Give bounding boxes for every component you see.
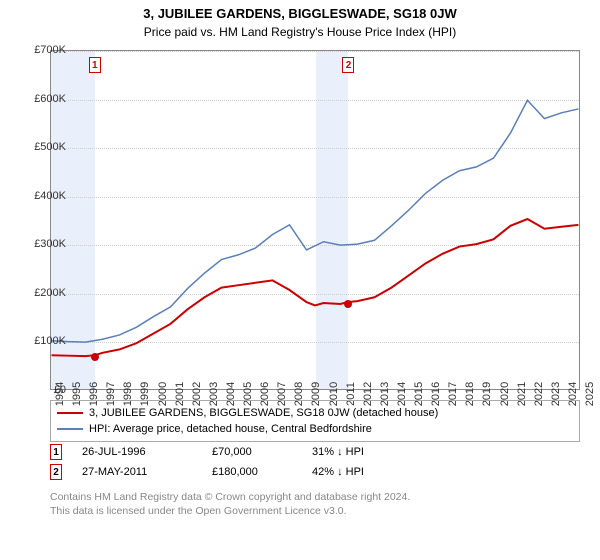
- legend-label: HPI: Average price, detached house, Cent…: [89, 423, 372, 435]
- plot-lines: [51, 51, 579, 389]
- marker-box: 2: [342, 57, 354, 73]
- xtick-label: 2025: [584, 382, 596, 406]
- ytick-label: £200K: [34, 287, 66, 299]
- footer-line-2: This data is licensed under the Open Gov…: [50, 504, 580, 518]
- footer-line-1: Contains HM Land Registry data © Crown c…: [50, 490, 580, 504]
- legend: 3, JUBILEE GARDENS, BIGGLESWADE, SG18 0J…: [50, 400, 580, 442]
- transaction-pct: 31% ↓ HPI: [312, 446, 432, 458]
- marker-dot: [91, 353, 99, 361]
- transaction-price: £180,000: [212, 466, 312, 478]
- transaction-row: 2 27-MAY-2011£180,00042% ↓ HPI: [50, 462, 580, 482]
- legend-item: HPI: Average price, detached house, Cent…: [57, 421, 573, 437]
- legend-label: 3, JUBILEE GARDENS, BIGGLESWADE, SG18 0J…: [89, 407, 438, 419]
- legend-item: 3, JUBILEE GARDENS, BIGGLESWADE, SG18 0J…: [57, 405, 573, 421]
- transaction-date: 26-JUL-1996: [82, 446, 212, 458]
- price-chart: 12: [50, 50, 580, 390]
- transaction-marker: 2: [50, 464, 62, 480]
- marker-box: 1: [89, 57, 101, 73]
- ytick-label: £600K: [34, 93, 66, 105]
- page-title: 3, JUBILEE GARDENS, BIGGLESWADE, SG18 0J…: [0, 0, 600, 21]
- ytick-label: £400K: [34, 190, 66, 202]
- transactions-table: 1 26-JUL-1996£70,00031% ↓ HPI 2 27-MAY-2011…: [50, 442, 580, 482]
- marker-dot: [344, 300, 352, 308]
- transaction-date: 27-MAY-2011: [82, 466, 212, 478]
- ytick-label: £700K: [34, 44, 66, 56]
- transaction-pct: 42% ↓ HPI: [312, 466, 432, 478]
- transaction-marker: 1: [50, 444, 62, 460]
- series-property: [52, 219, 579, 356]
- footer-attribution: Contains HM Land Registry data © Crown c…: [50, 490, 580, 518]
- ytick-label: £500K: [34, 141, 66, 153]
- page-subtitle: Price paid vs. HM Land Registry's House …: [0, 21, 600, 39]
- legend-swatch: [57, 428, 83, 430]
- ytick-label: £100K: [34, 335, 66, 347]
- transaction-price: £70,000: [212, 446, 312, 458]
- legend-swatch: [57, 412, 83, 414]
- transaction-row: 1 26-JUL-1996£70,00031% ↓ HPI: [50, 442, 580, 462]
- ytick-label: £300K: [34, 238, 66, 250]
